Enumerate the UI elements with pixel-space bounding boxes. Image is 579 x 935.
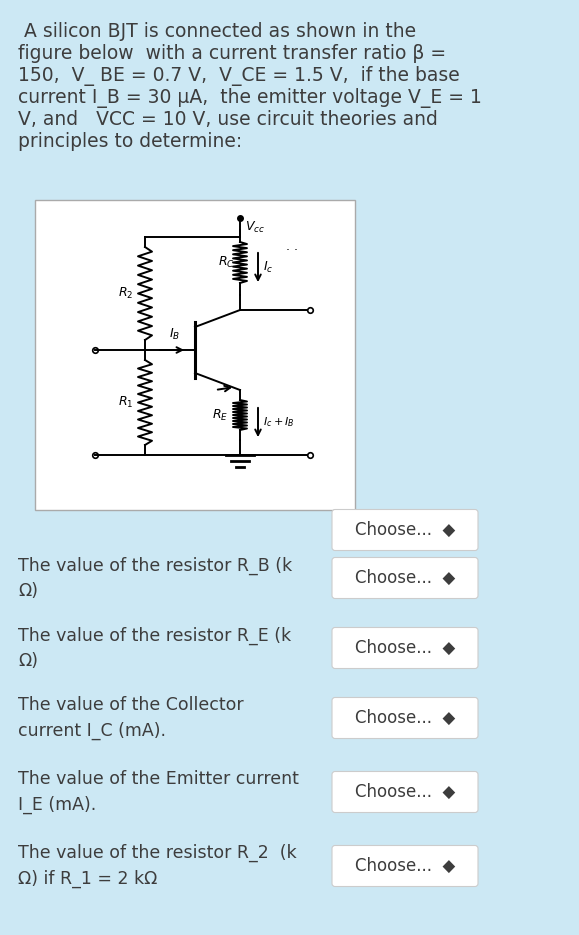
FancyBboxPatch shape — [332, 510, 478, 551]
Text: The value of the Collector
current I_C (mA).: The value of the Collector current I_C (… — [18, 697, 244, 740]
FancyBboxPatch shape — [332, 771, 478, 813]
Text: Choose...  ◆: Choose... ◆ — [355, 709, 455, 727]
Text: $R_2$: $R_2$ — [118, 286, 133, 301]
Text: Choose...  ◆: Choose... ◆ — [355, 521, 455, 539]
FancyBboxPatch shape — [332, 627, 478, 669]
FancyBboxPatch shape — [332, 845, 478, 886]
Text: The value of the resistor R_2  (k
Ω) if R_1 = 2 kΩ: The value of the resistor R_2 (k Ω) if R… — [18, 844, 296, 887]
Text: $R_1$: $R_1$ — [118, 395, 133, 410]
FancyBboxPatch shape — [35, 200, 355, 510]
Text: Choose...  ◆: Choose... ◆ — [355, 783, 455, 801]
Text: The value of the resistor R_B (k
Ω): The value of the resistor R_B (k Ω) — [18, 556, 292, 599]
Text: $V_{cc}$: $V_{cc}$ — [245, 220, 265, 235]
Text: $I_c$: $I_c$ — [263, 259, 273, 275]
Text: figure below  with a current transfer ratio β =: figure below with a current transfer rat… — [18, 44, 446, 63]
Text: $R_C$: $R_C$ — [218, 255, 235, 270]
Text: · ·: · · — [286, 243, 298, 256]
Text: current I_B = 30 μA,  the emitter voltage V_E = 1: current I_B = 30 μA, the emitter voltage… — [18, 88, 482, 108]
Text: $I_B$: $I_B$ — [170, 327, 181, 342]
Text: principles to determine:: principles to determine: — [18, 132, 242, 151]
Text: Choose...  ◆: Choose... ◆ — [355, 639, 455, 657]
FancyBboxPatch shape — [332, 557, 478, 598]
Text: Choose...  ◆: Choose... ◆ — [355, 857, 455, 875]
Text: Choose...  ◆: Choose... ◆ — [355, 569, 455, 587]
Text: 150,  V_ BE = 0.7 V,  V_CE = 1.5 V,  if the base: 150, V_ BE = 0.7 V, V_CE = 1.5 V, if the… — [18, 66, 460, 86]
FancyBboxPatch shape — [332, 698, 478, 739]
Text: A silicon BJT is connected as shown in the: A silicon BJT is connected as shown in t… — [18, 22, 416, 41]
Text: $I_c + I_B$: $I_c + I_B$ — [263, 415, 295, 429]
Text: The value of the Emitter current
I_E (mA).: The value of the Emitter current I_E (mA… — [18, 770, 299, 813]
Text: $R_E$: $R_E$ — [212, 408, 228, 423]
Text: The value of the resistor R_E (k
Ω): The value of the resistor R_E (k Ω) — [18, 626, 291, 669]
Text: V, and   VCC = 10 V, use circuit theories and: V, and VCC = 10 V, use circuit theories … — [18, 110, 438, 129]
